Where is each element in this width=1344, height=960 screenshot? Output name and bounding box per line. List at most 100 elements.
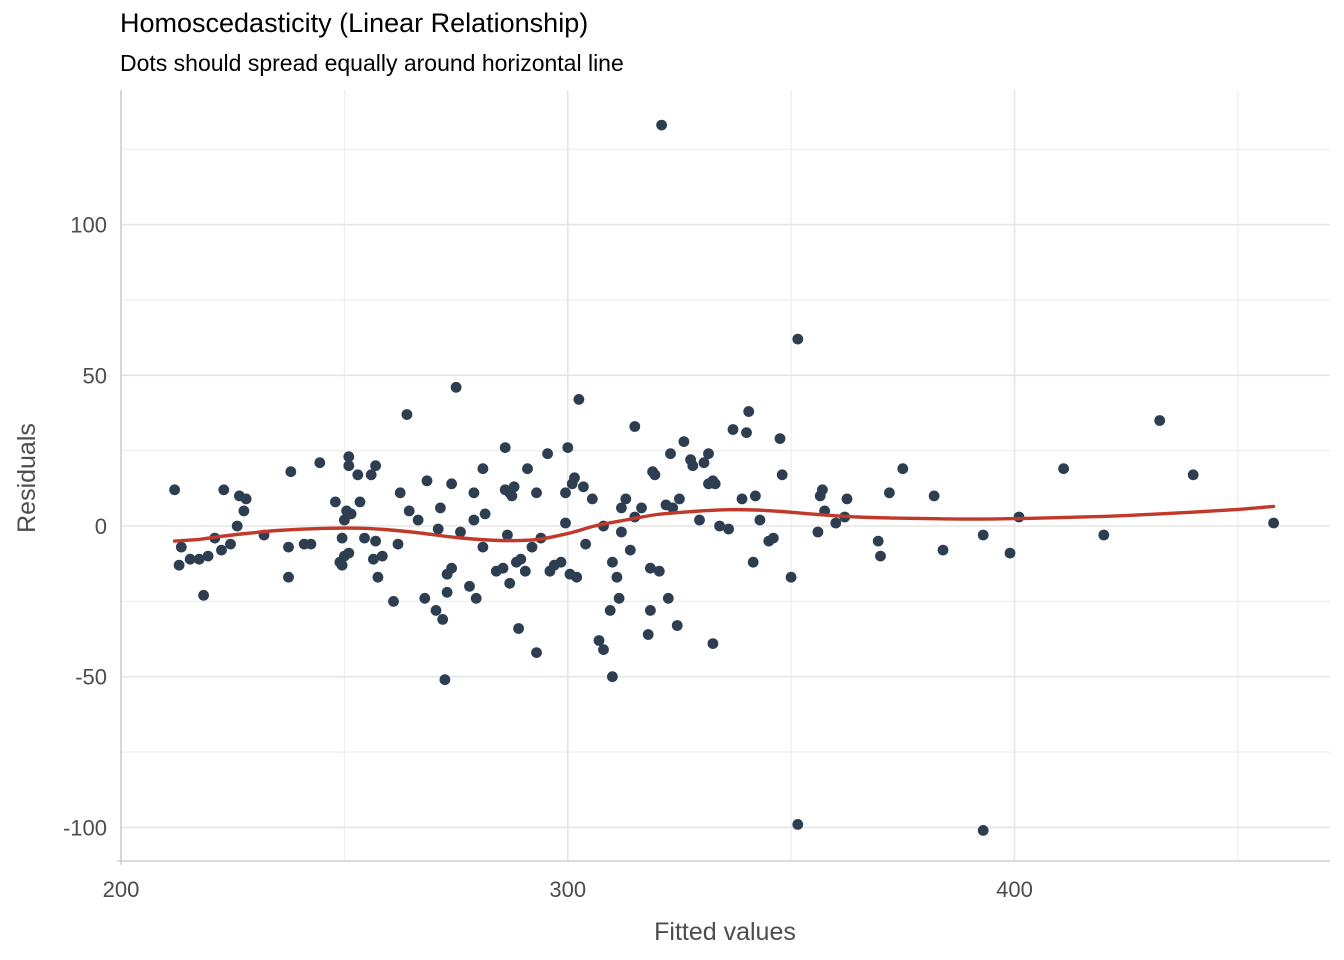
data-point — [642, 629, 654, 640]
data-point — [403, 505, 415, 517]
data-point — [401, 409, 413, 420]
data-point — [343, 547, 355, 559]
data-point — [542, 448, 553, 460]
data-point — [352, 469, 364, 481]
data-point — [774, 433, 786, 444]
data-point — [620, 493, 632, 505]
data-point — [792, 819, 804, 830]
y-tick-label: 0 — [95, 514, 107, 539]
data-point — [613, 592, 625, 604]
data-point — [977, 825, 989, 836]
data-point — [629, 421, 641, 432]
data-point — [645, 562, 656, 574]
data-point — [432, 523, 444, 535]
data-point — [468, 514, 480, 526]
data-point — [430, 605, 442, 616]
data-point — [531, 647, 542, 658]
data-point — [437, 614, 449, 625]
data-point — [687, 460, 699, 472]
data-point — [560, 487, 571, 499]
data-point — [578, 481, 589, 493]
data-point — [656, 119, 667, 131]
data-point — [667, 502, 679, 514]
x-axis-ticks: 200 300 400 — [103, 877, 1033, 902]
data-point — [580, 538, 591, 550]
data-point — [1098, 529, 1110, 541]
residual-points — [169, 119, 1279, 836]
data-point — [421, 475, 433, 487]
data-point — [419, 592, 431, 604]
y-tick-label: 50 — [83, 363, 107, 388]
data-point — [477, 541, 489, 553]
data-point — [336, 559, 348, 571]
data-point — [743, 406, 755, 417]
data-point — [216, 544, 227, 556]
data-point — [314, 457, 326, 469]
data-point — [502, 529, 513, 541]
data-point — [439, 674, 451, 686]
data-point — [723, 523, 734, 535]
data-point — [450, 381, 462, 393]
data-point — [336, 532, 348, 544]
data-point — [446, 478, 457, 490]
data-point — [604, 605, 616, 616]
data-point — [792, 333, 804, 345]
chart-subtitle: Dots should spread equally around horizo… — [120, 50, 624, 76]
data-point — [785, 571, 797, 583]
data-point — [513, 623, 524, 634]
data-point — [470, 592, 482, 604]
data-point — [714, 520, 725, 532]
y-axis-title: Residuals — [13, 423, 41, 533]
data-point — [519, 565, 531, 577]
data-point — [841, 493, 853, 505]
x-tick-label: 400 — [996, 877, 1033, 902]
data-point — [817, 484, 828, 496]
data-point — [607, 556, 618, 568]
data-point — [830, 517, 842, 529]
x-axis-title: Fitted values — [654, 918, 796, 946]
data-point — [446, 562, 457, 574]
data-point — [479, 508, 491, 520]
major-gridlines — [120, 90, 1330, 861]
data-point — [1154, 415, 1166, 426]
data-point — [812, 526, 824, 538]
data-point — [343, 451, 355, 463]
data-point — [555, 556, 567, 568]
data-point — [897, 463, 909, 475]
data-point — [370, 535, 381, 547]
y-tick-label: 100 — [70, 213, 107, 238]
data-point — [750, 490, 761, 502]
data-point — [464, 580, 475, 592]
data-point — [562, 442, 574, 453]
data-point — [678, 436, 690, 447]
data-point — [240, 493, 252, 505]
data-point — [767, 532, 779, 544]
data-point — [872, 535, 884, 547]
data-point — [616, 502, 627, 514]
data-point — [359, 532, 370, 544]
minor-gridlines — [121, 90, 1330, 861]
data-point — [636, 502, 647, 514]
data-point — [376, 550, 388, 562]
data-point — [747, 556, 759, 568]
data-point — [468, 487, 480, 499]
data-point — [709, 478, 721, 490]
data-point — [607, 671, 618, 683]
data-point — [573, 394, 585, 405]
data-point — [522, 463, 533, 475]
data-point — [649, 469, 661, 481]
data-point — [674, 493, 685, 505]
data-point — [497, 562, 509, 574]
data-point — [526, 541, 538, 553]
data-point — [624, 544, 636, 556]
data-point — [477, 463, 489, 475]
data-point — [665, 448, 676, 460]
data-point — [218, 484, 230, 496]
y-tick-label: -50 — [75, 665, 107, 690]
data-point — [441, 586, 453, 598]
data-point — [365, 469, 377, 481]
data-point — [662, 592, 674, 604]
data-point — [875, 550, 886, 562]
data-point — [560, 517, 571, 529]
data-point — [937, 544, 949, 556]
